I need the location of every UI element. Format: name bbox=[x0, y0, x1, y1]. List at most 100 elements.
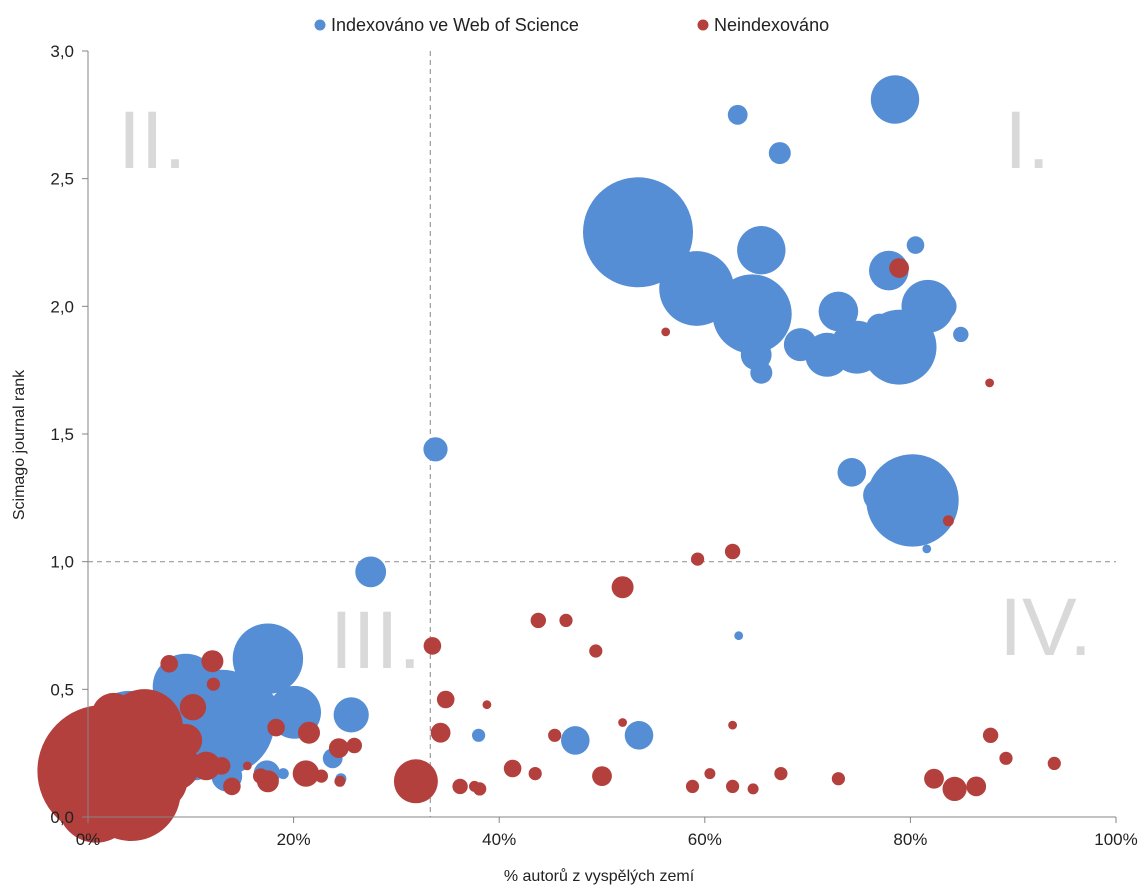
data-bubble bbox=[906, 236, 925, 254]
data-bubble bbox=[728, 720, 737, 730]
data-bubble bbox=[982, 727, 999, 743]
data-bubble bbox=[966, 776, 987, 797]
x-axis-title: % autorů z vyspělých zemí bbox=[504, 867, 695, 885]
data-bubble bbox=[661, 327, 671, 337]
y-tick-label: 2,0 bbox=[50, 297, 74, 316]
data-bubble bbox=[1047, 756, 1061, 771]
data-bubble bbox=[818, 291, 859, 332]
data-bubble bbox=[355, 556, 387, 588]
x-tick-label: 40% bbox=[482, 830, 516, 849]
data-bubble bbox=[559, 613, 573, 628]
data-bubble bbox=[618, 718, 627, 727]
data-bubble bbox=[292, 760, 320, 787]
data-bubble bbox=[889, 258, 909, 278]
data-bubble bbox=[57, 765, 135, 843]
data-bubble bbox=[774, 767, 788, 781]
data-bubble bbox=[169, 723, 203, 757]
data-bubble bbox=[724, 543, 741, 560]
data-bubble bbox=[704, 768, 716, 780]
data-bubble bbox=[223, 777, 241, 796]
data-bubble bbox=[870, 75, 920, 124]
data-bubble bbox=[985, 378, 994, 388]
data-bubble bbox=[922, 544, 932, 554]
data-bubble bbox=[611, 576, 634, 599]
quadrant-label: IV. bbox=[999, 582, 1092, 673]
data-bubble bbox=[212, 757, 231, 775]
data-bubble bbox=[866, 454, 959, 547]
data-bubble bbox=[473, 782, 487, 796]
x-tick-label: 80% bbox=[893, 830, 927, 849]
data-bubble bbox=[393, 759, 438, 804]
data-bubble bbox=[267, 718, 285, 737]
series-not-indexed-bubbles bbox=[37, 258, 1061, 843]
legend-marker bbox=[314, 19, 326, 31]
quadrant-label: III. bbox=[330, 595, 421, 686]
data-bubble bbox=[768, 142, 791, 165]
data-bubble bbox=[346, 737, 362, 754]
y-axis-title: Scimago journal rank bbox=[11, 369, 28, 520]
data-bubble bbox=[726, 779, 740, 794]
x-tick-label: 20% bbox=[277, 830, 311, 849]
data-bubble bbox=[206, 677, 220, 691]
data-bubble bbox=[237, 687, 278, 727]
data-bubble bbox=[452, 778, 468, 795]
x-tick-label: 0% bbox=[76, 830, 101, 849]
data-bubble bbox=[999, 751, 1013, 765]
data-bubble bbox=[277, 768, 289, 780]
y-tick-label: 2,5 bbox=[50, 170, 74, 189]
data-bubble bbox=[423, 437, 448, 462]
data-bubble bbox=[583, 177, 693, 288]
x-tick-label: 100% bbox=[1094, 830, 1137, 849]
legend-label: Neindexováno bbox=[714, 15, 829, 35]
data-bubble bbox=[624, 721, 654, 750]
data-bubble bbox=[179, 694, 207, 721]
data-bubble bbox=[561, 726, 590, 755]
quadrant-label: II. bbox=[118, 95, 186, 186]
data-bubble bbox=[831, 772, 846, 786]
legend-label: Indexováno ve Web of Science bbox=[331, 15, 579, 35]
data-bubble bbox=[861, 309, 937, 385]
axes bbox=[82, 50, 1117, 823]
quadrant-labels: I. II. III. IV. bbox=[118, 95, 1092, 686]
data-bubble bbox=[333, 697, 369, 733]
y-tick-label: 1,5 bbox=[50, 425, 74, 444]
data-bubble bbox=[430, 722, 451, 743]
data-bubble bbox=[712, 274, 792, 354]
data-bubble bbox=[734, 631, 744, 641]
data-bubble bbox=[685, 779, 700, 794]
y-tick-label: 3,0 bbox=[50, 42, 74, 61]
data-bubble bbox=[528, 767, 542, 781]
data-bubble bbox=[314, 769, 328, 783]
data-bubble bbox=[298, 721, 320, 744]
data-bubble bbox=[691, 552, 705, 566]
data-bubble bbox=[328, 738, 349, 758]
y-tick-label: 0,0 bbox=[50, 808, 74, 827]
data-bubble bbox=[592, 766, 612, 786]
data-bubble bbox=[737, 226, 786, 275]
data-bubble bbox=[837, 458, 867, 487]
data-bubble bbox=[242, 761, 252, 771]
x-tick-label: 60% bbox=[688, 830, 722, 849]
data-bubble bbox=[942, 515, 954, 527]
data-bubble bbox=[201, 650, 224, 673]
data-bubble bbox=[953, 326, 969, 343]
data-bubble bbox=[530, 612, 546, 629]
data-bubble bbox=[863, 478, 897, 512]
data-bubble bbox=[503, 759, 522, 778]
data-bubble bbox=[482, 700, 492, 710]
data-bubble bbox=[805, 332, 850, 377]
data-bubble bbox=[548, 728, 562, 742]
data-bubble bbox=[747, 783, 759, 795]
legend-marker bbox=[697, 19, 709, 31]
data-bubble bbox=[727, 104, 748, 125]
data-bubble bbox=[423, 637, 442, 655]
data-bubble bbox=[232, 623, 304, 694]
data-bubble bbox=[91, 692, 136, 737]
data-bubble bbox=[191, 751, 221, 781]
data-bubble bbox=[436, 690, 455, 709]
quadrant-label: I. bbox=[1004, 95, 1050, 186]
data-bubble bbox=[924, 768, 944, 789]
y-tick-label: 0,5 bbox=[50, 680, 74, 699]
legend: Indexováno ve Web of Science Neindexováno bbox=[314, 15, 829, 35]
data-bubble bbox=[942, 776, 967, 802]
